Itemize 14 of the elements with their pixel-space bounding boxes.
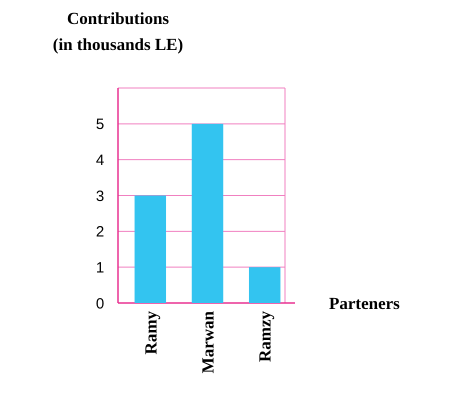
x-tick-label: Ramy	[141, 310, 160, 354]
x-axis-title: Parteners	[329, 294, 400, 313]
bar	[248, 267, 280, 303]
bar	[192, 124, 224, 303]
y-axis-title: Contributions (in thousands LE)	[52, 9, 184, 54]
x-tick-label: Ramzy	[256, 310, 275, 362]
y-tick-label: 3	[96, 188, 104, 205]
y-tick-label: 5	[96, 116, 104, 134]
y-tick-label: 4	[96, 152, 104, 169]
y-tick-label: 2	[96, 224, 104, 241]
bar	[134, 196, 166, 303]
x-tick-label: Marwan	[198, 310, 218, 374]
y-tick-label: 1	[96, 259, 104, 276]
y-tick-label: 0	[96, 295, 104, 312]
